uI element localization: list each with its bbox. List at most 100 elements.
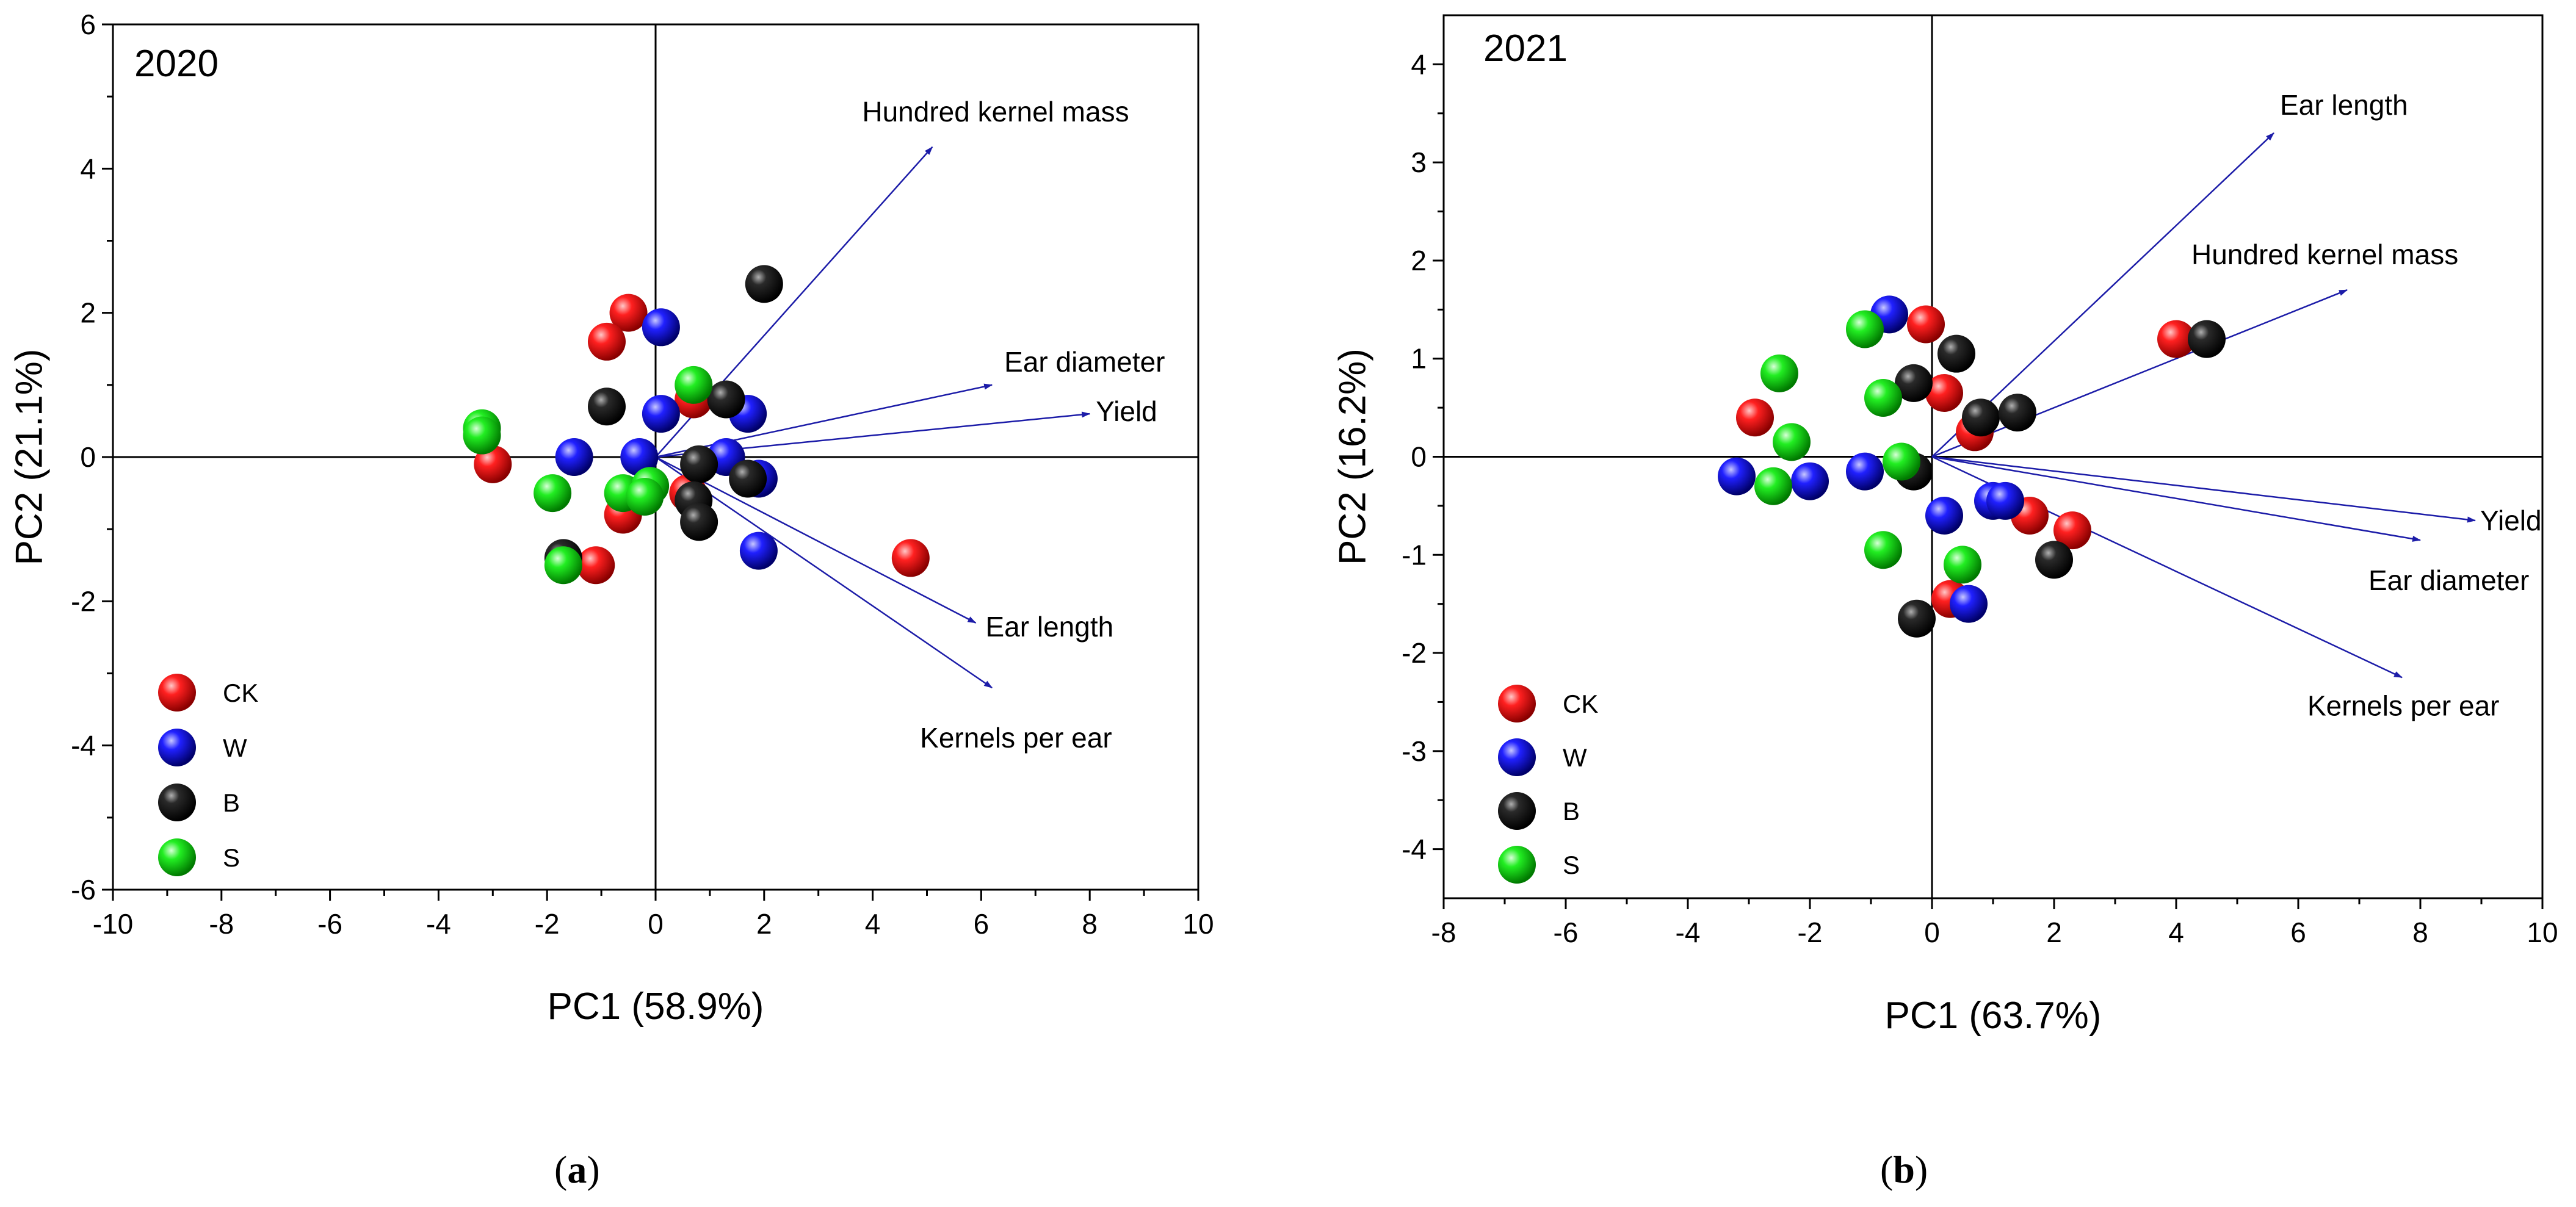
y-tick-label: -2 [1402, 637, 1427, 669]
point-w [1846, 452, 1884, 491]
panel-title: 2021 [1483, 27, 1568, 70]
y-tick-label: -3 [1402, 735, 1427, 767]
legend-label-ck: CK [1563, 690, 1598, 718]
point-s [1754, 467, 1792, 505]
x-tick-label: 0 [1924, 917, 1940, 948]
x-tick-label: 2 [2046, 917, 2062, 948]
point-w [642, 395, 680, 433]
point-s [534, 474, 572, 513]
x-axis-label: PC1 (63.7%) [1885, 995, 2102, 1037]
point-s [675, 366, 713, 404]
point-s [626, 477, 664, 516]
legend-marker-s [158, 838, 196, 876]
vector-label-hundred-kernel-mass: Hundred kernel mass [2191, 239, 2458, 270]
legend-marker-w [158, 729, 196, 766]
x-tick-label: 6 [2290, 917, 2306, 948]
y-tick-label: 0 [1411, 441, 1427, 473]
point-w [739, 531, 778, 570]
y-tick-label: -6 [71, 874, 96, 906]
point-b [587, 387, 626, 426]
point-b [680, 445, 718, 483]
point-ck [1736, 398, 1774, 437]
x-tick-label: -8 [1431, 917, 1456, 948]
y-tick-label: 2 [1411, 245, 1427, 276]
legend-label-b: B [1563, 797, 1580, 826]
point-s [1846, 310, 1884, 348]
vector-label-yield: Yield [2480, 505, 2542, 536]
point-w [1718, 457, 1756, 495]
panel-title: 2020 [134, 43, 219, 85]
y-tick-label: -4 [1402, 834, 1427, 865]
panel-a-2020: -10 -8 -6 -4 -2 0 2 4 6 8 10 -6 -4 -2 0 2 4 6 PC1 (58.9%) P… [8, 9, 1214, 1028]
y-tick-label: 6 [80, 9, 96, 40]
point-b [1937, 334, 1975, 373]
vector-yield [1931, 456, 2476, 523]
vector-label-ear-diameter: Ear diameter [2368, 564, 2529, 596]
y-axis-label: PC2 (16.2%) [1331, 348, 1373, 565]
subfigure-label-b: (b) [1880, 1148, 1928, 1191]
legend-label-b: B [223, 788, 240, 817]
point-s [1864, 379, 1902, 417]
vector-hundred-kernel-mass [1931, 289, 2348, 458]
point-ck [1907, 305, 1945, 344]
subfigure-label-a: (a) [554, 1148, 600, 1191]
x-tick-label: 4 [865, 908, 881, 940]
vector-label-yield: Yield [1096, 395, 1157, 427]
legend-marker-ck [158, 674, 196, 712]
x-tick-label: -6 [317, 908, 342, 940]
point-s [1944, 546, 1981, 584]
legend-marker-b [1498, 792, 1536, 830]
point-ck [2053, 511, 2091, 550]
point-s [544, 546, 582, 585]
point-ck [891, 539, 930, 577]
y-tick-label: 0 [80, 441, 96, 473]
x-tick-label: 8 [1082, 908, 1098, 940]
point-w [1950, 585, 1988, 623]
y-tick-label: -2 [71, 585, 96, 617]
vector-label-hundred-kernel-mass: Hundred kernel mass [862, 96, 1129, 128]
point-ck [587, 322, 626, 361]
vector-label-ear-length: Ear length [986, 611, 1114, 643]
x-tick-label: 2 [756, 908, 772, 940]
point-ck [474, 445, 512, 483]
panel-b-2021: -8 -6 -4 -2 0 2 4 6 8 10 -4 -3 -2 -1 0 1 2 3 4 PC1 (63.7%) P… [1331, 14, 2558, 1037]
x-axis-label: PC1 (58.9%) [548, 985, 764, 1028]
x-tick-label: -8 [209, 908, 234, 940]
vector-label-ear-length: Ear length [2280, 89, 2408, 121]
x-tick-label: 8 [2412, 917, 2428, 948]
y-tick-label: -1 [1402, 539, 1427, 571]
point-b [1898, 599, 1936, 638]
point-s [1883, 442, 1920, 481]
legend-label-w: W [223, 733, 247, 762]
legend-label-ck: CK [223, 679, 258, 707]
point-ck [609, 294, 648, 332]
x-tick-label: -4 [426, 908, 451, 940]
point-s [1760, 354, 1798, 392]
point-b [745, 265, 783, 303]
x-tick-label: -10 [93, 908, 133, 940]
vector-ear-length [655, 456, 977, 624]
point-w [1925, 496, 1963, 535]
x-tick-label: -4 [1676, 917, 1701, 948]
point-w [555, 438, 593, 476]
legend-label-w: W [1563, 743, 1587, 772]
x-tick-label: 4 [2168, 917, 2184, 948]
x-tick-label: 10 [2527, 917, 2558, 948]
legend-marker-s [1498, 846, 1536, 884]
point-w [1986, 481, 2024, 520]
y-tick-label: 4 [80, 153, 96, 184]
legend-label-s: S [223, 843, 240, 872]
point-ck [577, 546, 615, 585]
y-tick-label: 2 [80, 297, 96, 329]
point-b [2188, 320, 2226, 358]
y-tick-label: 3 [1411, 146, 1427, 178]
legend-marker-ck [1498, 685, 1536, 722]
legend-label-s: S [1563, 851, 1580, 879]
legend-marker-b [158, 784, 196, 821]
point-b [1962, 398, 2000, 437]
point-s [1864, 531, 1902, 569]
legend-marker-w [1498, 738, 1536, 776]
point-b [1999, 394, 2036, 432]
x-tick-label: -2 [535, 908, 560, 940]
